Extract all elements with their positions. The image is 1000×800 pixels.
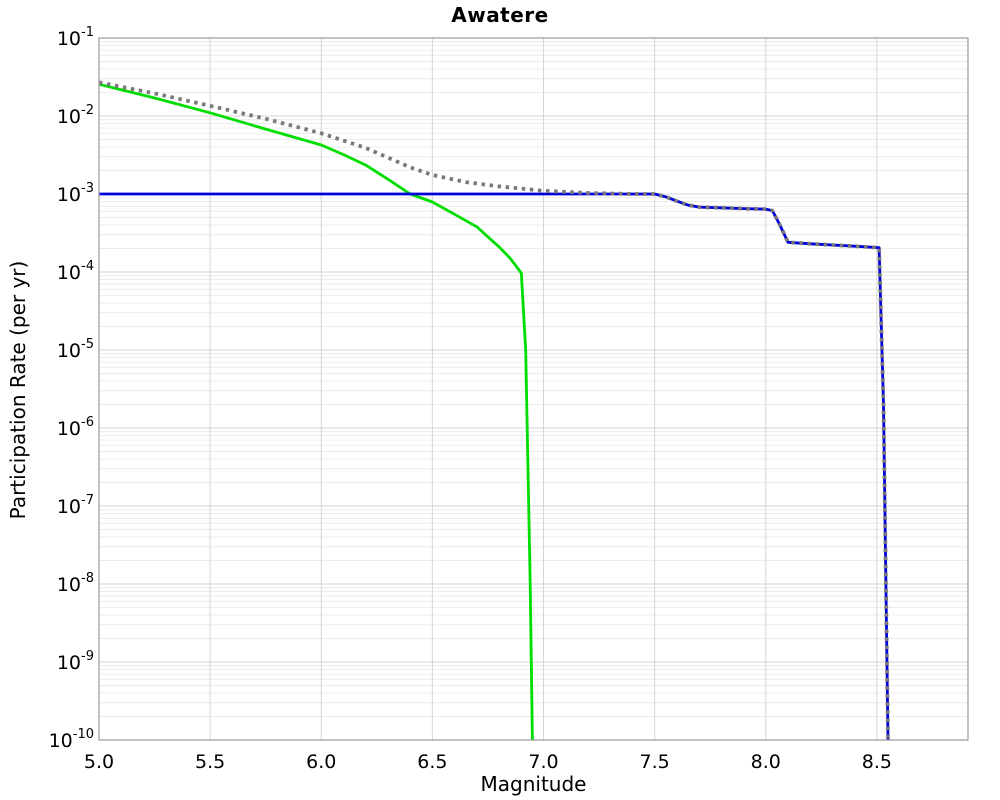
chart-title: Awatere <box>451 3 549 27</box>
y-axis-label: Participation Rate (per yr) <box>6 260 30 520</box>
x-tick-label: 6.0 <box>306 751 336 773</box>
y-tick-label: 10-2 <box>57 103 94 128</box>
plot-border <box>98 37 969 741</box>
x-tick-label: 5.0 <box>84 751 114 773</box>
x-tick-label: 8.0 <box>751 751 781 773</box>
x-tick-label: 8.5 <box>862 751 892 773</box>
y-tick-label: 10-6 <box>57 415 94 440</box>
y-tick-label: 10-10 <box>49 727 94 752</box>
x-tick-label: 5.5 <box>195 751 225 773</box>
y-tick-label: 10-1 <box>57 25 94 50</box>
series-green-solid-path <box>98 82 534 741</box>
x-tick-label: 6.5 <box>417 751 447 773</box>
x-tick-label: 7.0 <box>528 751 558 773</box>
y-tick-label: 10-3 <box>57 181 94 206</box>
y-tick-label: 10-5 <box>57 337 94 362</box>
y-tick-label: 10-7 <box>57 493 94 518</box>
x-tick-label: 7.5 <box>640 751 670 773</box>
x-axis-label: Magnitude <box>480 772 587 796</box>
plot-area <box>99 38 968 740</box>
y-tick-label: 10-9 <box>57 649 94 674</box>
y-tick-label: 10-4 <box>57 259 94 284</box>
y-tick-label: 10-8 <box>57 571 94 596</box>
